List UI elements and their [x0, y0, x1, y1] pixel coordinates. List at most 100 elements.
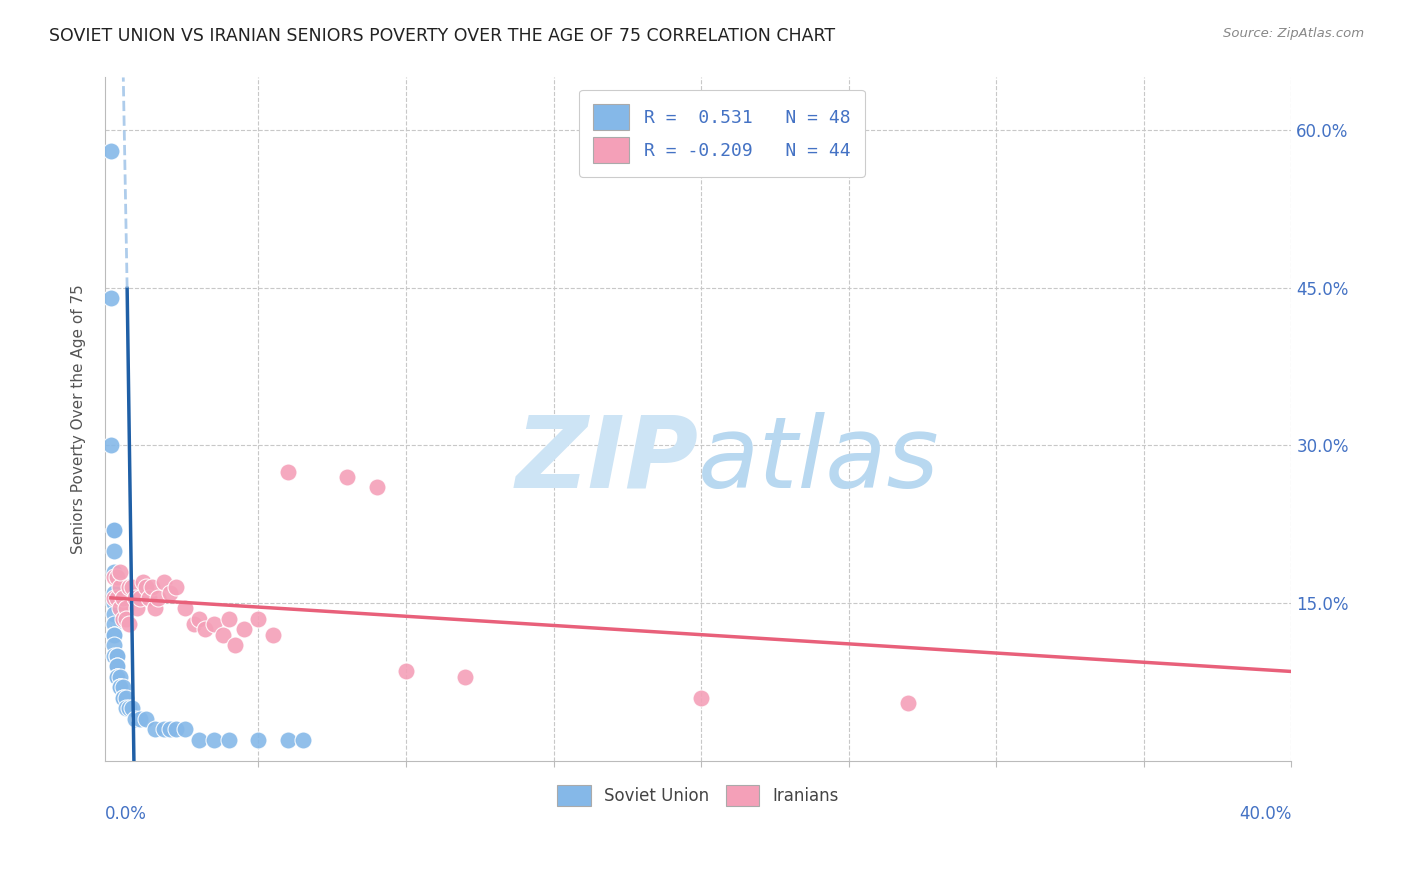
Point: [111, 612, 134, 626]
Point: [224, 638, 246, 652]
Point: [262, 628, 284, 642]
Point: [103, 628, 125, 642]
Point: [103, 585, 125, 599]
Point: [188, 732, 211, 747]
Point: [114, 601, 136, 615]
Point: [194, 623, 217, 637]
Point: [103, 565, 125, 579]
Point: [153, 575, 176, 590]
Text: atlas: atlas: [699, 411, 939, 508]
Point: [202, 732, 225, 747]
Point: [143, 723, 166, 737]
Point: [336, 470, 359, 484]
Point: [105, 570, 128, 584]
Point: [108, 680, 131, 694]
Point: [165, 723, 187, 737]
Point: [183, 617, 205, 632]
Point: [108, 680, 131, 694]
Point: [121, 580, 143, 594]
Point: [117, 580, 139, 594]
Point: [395, 665, 418, 679]
Point: [366, 480, 388, 494]
Point: [129, 591, 152, 605]
Point: [135, 580, 157, 594]
Point: [105, 659, 128, 673]
Point: [173, 723, 195, 737]
Point: [103, 523, 125, 537]
Point: [108, 670, 131, 684]
Point: [111, 690, 134, 705]
Point: [103, 638, 125, 652]
Point: [291, 732, 314, 747]
Point: [108, 580, 131, 594]
Point: [188, 612, 211, 626]
Point: [247, 732, 270, 747]
Point: [103, 628, 125, 642]
Point: [103, 523, 125, 537]
Point: [114, 690, 136, 705]
Y-axis label: Seniors Poverty Over the Age of 75: Seniors Poverty Over the Age of 75: [72, 285, 86, 554]
Point: [111, 680, 134, 694]
Point: [454, 670, 477, 684]
Point: [111, 690, 134, 705]
Point: [277, 465, 299, 479]
Point: [105, 591, 128, 605]
Text: Source: ZipAtlas.com: Source: ZipAtlas.com: [1223, 27, 1364, 40]
Point: [105, 648, 128, 663]
Point: [165, 580, 187, 594]
Point: [159, 723, 181, 737]
Point: [105, 670, 128, 684]
Point: [277, 732, 299, 747]
Point: [153, 723, 176, 737]
Point: [135, 712, 157, 726]
Point: [108, 601, 131, 615]
Text: ZIP: ZIP: [515, 411, 699, 508]
Text: 40.0%: 40.0%: [1239, 805, 1292, 823]
Point: [247, 612, 270, 626]
Point: [103, 570, 125, 584]
Text: 0.0%: 0.0%: [105, 805, 146, 823]
Point: [897, 696, 920, 710]
Point: [103, 596, 125, 610]
Point: [103, 617, 125, 632]
Point: [232, 623, 254, 637]
Point: [108, 680, 131, 694]
Legend: Soviet Union, Iranians: Soviet Union, Iranians: [550, 777, 848, 814]
Point: [103, 543, 125, 558]
Point: [124, 712, 146, 726]
Point: [105, 670, 128, 684]
Point: [114, 612, 136, 626]
Point: [159, 585, 181, 599]
Point: [132, 575, 155, 590]
Point: [117, 617, 139, 632]
Point: [121, 701, 143, 715]
Point: [141, 580, 163, 594]
Point: [105, 659, 128, 673]
Point: [108, 565, 131, 579]
Point: [218, 732, 240, 747]
Point: [103, 628, 125, 642]
Point: [146, 591, 169, 605]
Point: [690, 690, 713, 705]
Point: [114, 701, 136, 715]
Point: [218, 612, 240, 626]
Point: [124, 591, 146, 605]
Point: [173, 601, 195, 615]
Point: [105, 648, 128, 663]
Point: [103, 648, 125, 663]
Point: [100, 291, 122, 305]
Point: [111, 591, 134, 605]
Point: [138, 591, 160, 605]
Point: [202, 617, 225, 632]
Point: [129, 712, 152, 726]
Point: [127, 601, 149, 615]
Point: [103, 591, 125, 605]
Point: [143, 601, 166, 615]
Point: [100, 144, 122, 158]
Point: [100, 438, 122, 452]
Point: [103, 607, 125, 621]
Point: [117, 701, 139, 715]
Text: SOVIET UNION VS IRANIAN SENIORS POVERTY OVER THE AGE OF 75 CORRELATION CHART: SOVIET UNION VS IRANIAN SENIORS POVERTY …: [49, 27, 835, 45]
Point: [212, 628, 235, 642]
Point: [105, 670, 128, 684]
